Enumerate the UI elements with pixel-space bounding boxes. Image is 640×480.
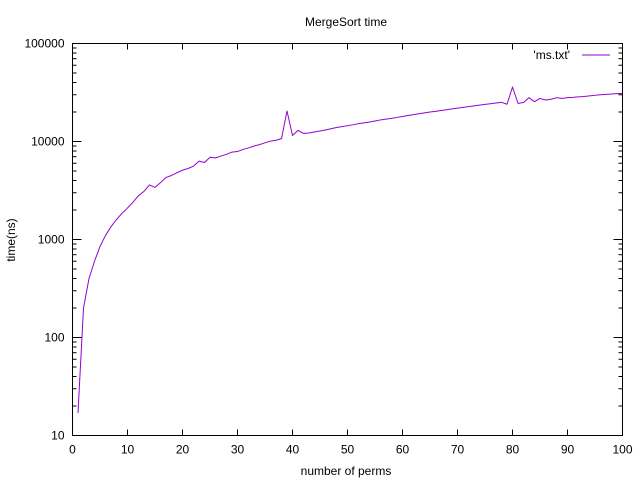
x-tick-label: 20 xyxy=(176,443,190,457)
x-tick-label: 0 xyxy=(69,443,76,457)
y-tick-label: 100000 xyxy=(24,37,64,51)
x-tick-label: 90 xyxy=(561,443,575,457)
legend: 'ms.txt' xyxy=(533,48,610,62)
legend-label: 'ms.txt' xyxy=(533,48,570,62)
y-tick-label: 100 xyxy=(44,331,64,345)
x-tick-label: 60 xyxy=(396,443,410,457)
plot-frame xyxy=(72,43,623,436)
x-tick-label: 50 xyxy=(341,443,355,457)
x-axis-label: number of perms xyxy=(301,464,392,478)
y-axis-label: time(ns) xyxy=(4,218,18,261)
x-tick-label: 10 xyxy=(121,443,135,457)
chart-title: MergeSort time xyxy=(305,15,387,29)
series-line xyxy=(77,86,623,413)
series-layer xyxy=(77,86,623,413)
x-tick-label: 30 xyxy=(231,443,245,457)
x-tick-label: 80 xyxy=(506,443,520,457)
x-tick-label: 100 xyxy=(612,443,632,457)
x-tick-label: 70 xyxy=(451,443,465,457)
y-tick-label: 1000 xyxy=(38,233,65,247)
y-tick-label: 10000 xyxy=(31,135,65,149)
x-tick-label: 40 xyxy=(286,443,300,457)
y-tick-label: 10 xyxy=(51,429,65,443)
